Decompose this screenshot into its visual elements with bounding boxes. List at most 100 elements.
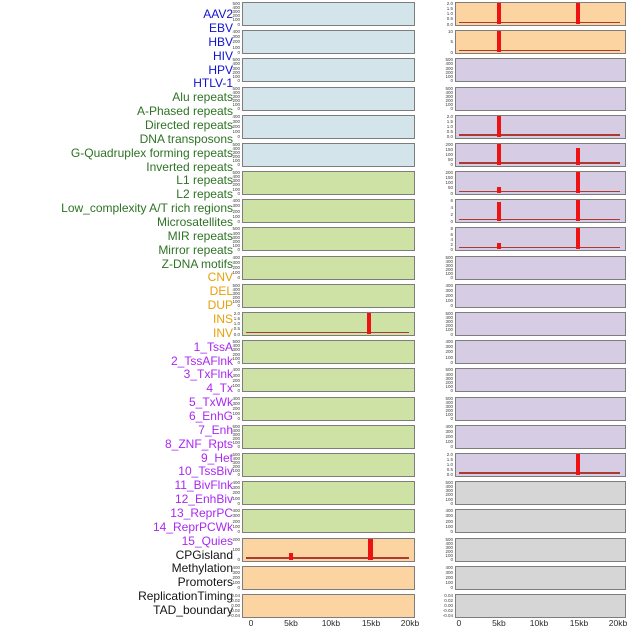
ytick-label: 0 — [237, 585, 240, 591]
ytick-label: 200 — [232, 518, 240, 524]
ytick-label: 500 — [445, 57, 453, 63]
ytick-label: 100 — [232, 129, 240, 135]
signal-spike — [497, 3, 502, 24]
ytick-label: 0 — [237, 472, 240, 478]
track-left-inverted-repeats — [242, 312, 415, 337]
xtick-label: 5kb — [284, 618, 298, 628]
row-label-14-reprpcwk: 14_ReprPCWk — [152, 519, 233, 534]
ytick-label: 200 — [232, 351, 240, 357]
track-right-methylation — [455, 509, 626, 534]
signal-spike — [575, 172, 580, 194]
track-right-3-txflnk — [455, 114, 626, 139]
ytick-label: 300 — [445, 319, 453, 325]
ytick-label: -0.02 — [442, 608, 453, 614]
row-label-5-txwk: 5_TxWk — [188, 395, 233, 410]
ytick-label: 150 — [445, 147, 453, 153]
ytick-label: 0 — [237, 106, 240, 112]
ytick-label: 100 — [445, 523, 453, 529]
track-left-hiv — [242, 86, 415, 111]
ytick-label: 300 — [232, 291, 240, 297]
ytick-label: 100 — [232, 495, 240, 501]
ytick-label: 400 — [445, 371, 453, 377]
ytick-label: 2.0 — [446, 113, 453, 119]
row-label-hpv: HPV — [208, 62, 233, 77]
ytick-label: 200 — [445, 349, 453, 355]
ytick-label: 0 — [450, 359, 453, 365]
ytick-label: 4 — [450, 236, 453, 242]
ytick-label: 6 — [450, 198, 453, 204]
signal-spike — [497, 243, 502, 250]
ytick-label: 400 — [232, 286, 240, 292]
track-left-hpv — [242, 114, 415, 139]
ytick-label: 400 — [445, 423, 453, 429]
ytick-label: 300 — [445, 403, 453, 409]
ytick-label: 100 — [232, 270, 240, 276]
ytick-label: 100 — [232, 73, 240, 79]
track-left-dup — [242, 593, 415, 618]
ytick-label: 400 — [445, 282, 453, 288]
track-right-5-txwk — [455, 171, 626, 196]
ytick-label: 0.0 — [233, 331, 240, 337]
track-right-12-enhbiv — [455, 368, 626, 393]
ytick-label: 300 — [232, 178, 240, 184]
ytick-label: 100 — [445, 101, 453, 107]
ytick-label: 50 — [447, 157, 453, 163]
ytick-label: 400 — [232, 395, 240, 401]
ytick-label: 100 — [232, 355, 240, 361]
ytick-label: 300 — [232, 34, 240, 40]
track-right-15-quies — [455, 452, 626, 477]
ytick-label: 200 — [445, 170, 453, 176]
ytick-label: 0.0 — [446, 472, 453, 478]
ytick-label: -0.04 — [229, 613, 240, 619]
ytick-label: 500 — [445, 254, 453, 260]
row-label-11-bivflnk: 11_BivFlnk — [174, 478, 233, 493]
ytick-label: 300 — [445, 488, 453, 494]
signal-spike — [497, 187, 502, 194]
ytick-label: 400 — [445, 540, 453, 546]
signal-spike — [575, 453, 580, 475]
ytick-label: 300 — [232, 65, 240, 71]
track-right-promoters — [455, 537, 626, 562]
ytick-label: 0.02 — [231, 598, 240, 603]
ytick-label: 300 — [445, 428, 453, 434]
ytick-label: 400 — [232, 564, 240, 570]
ytick-label: 0 — [237, 557, 240, 562]
row-label-tad-boundary: TAD_boundary — [153, 603, 233, 618]
row-label-15-quies: 15_Quies — [181, 533, 233, 548]
ytick-label: 200 — [445, 266, 453, 272]
ytick-label: 0 — [237, 359, 240, 365]
ytick-label: 100 — [232, 186, 240, 192]
ytick-label: 400 — [445, 508, 453, 514]
track-left-aav2 — [242, 2, 415, 26]
row-label-z-dna-motifs: Z-DNA motifs — [161, 256, 233, 271]
ytick-label: 0 — [450, 528, 453, 534]
ytick-label: 300 — [232, 259, 240, 265]
ytick-label: 400 — [232, 113, 240, 119]
ytick-label: 0 — [450, 162, 453, 168]
ytick-label: 400 — [232, 508, 240, 514]
ytick-label: 300 — [232, 93, 240, 99]
signal-spike — [575, 148, 580, 165]
ytick-label: 400 — [232, 5, 240, 11]
track-right-tad-boundary — [455, 593, 626, 618]
ytick-label: 200 — [232, 123, 240, 129]
row-label-dna-transposons: DNA transposons — [139, 131, 233, 146]
ytick-label: 0 — [237, 303, 240, 309]
track-left-mir-repeats — [242, 452, 415, 477]
ytick-label: 50 — [447, 185, 453, 191]
row-label-l1-repeats: L1 repeats — [176, 173, 233, 188]
ytick-label: 200 — [445, 141, 453, 147]
ytick-label: 0.0 — [446, 21, 453, 27]
ytick-label: 0.5 — [233, 326, 240, 332]
track-left-hbv — [242, 58, 415, 83]
ytick-label: 0 — [450, 416, 453, 422]
track-right-11-bivflnk — [455, 340, 626, 365]
ytick-label: 400 — [445, 339, 453, 345]
row-label-alu-repeats: Alu repeats — [172, 90, 233, 105]
ytick-label: 400 — [232, 254, 240, 260]
row-label-del: DEL — [209, 284, 233, 299]
ytick-label: 0 — [237, 190, 240, 196]
row-label-htlv-1: HTLV-1 — [193, 76, 233, 91]
ytick-label: 100 — [445, 73, 453, 79]
ytick-label: 0 — [450, 387, 453, 393]
